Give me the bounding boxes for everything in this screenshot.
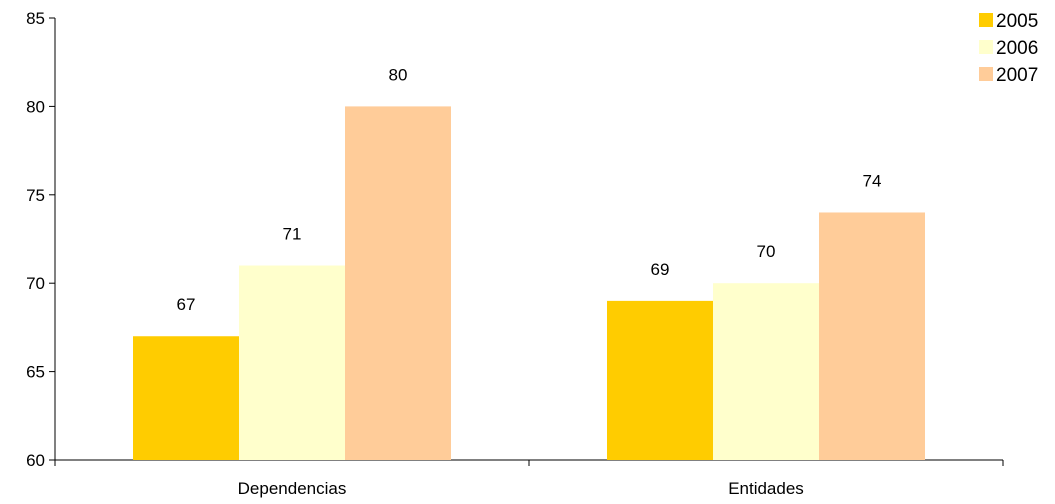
- data-label: 80: [389, 65, 408, 84]
- data-label: 69: [651, 260, 670, 279]
- bar-2007-entidades: [819, 212, 925, 460]
- bar-2005-dependencias: [133, 336, 239, 460]
- y-tick-label: 60: [26, 451, 45, 470]
- y-axis: 60 65 70 75 80 85: [26, 9, 56, 470]
- data-label: 71: [283, 225, 302, 244]
- y-tick-label: 70: [26, 274, 45, 293]
- y-tick-label: 65: [26, 363, 45, 382]
- x-axis: Dependencias Entidades: [54, 459, 1004, 498]
- y-tick-label: 85: [26, 9, 45, 28]
- bar-2006-dependencias: [239, 265, 345, 460]
- legend: 2005 2006 2007: [979, 11, 1038, 86]
- bar-2005-entidades: [607, 300, 713, 460]
- bar-2007-dependencias: [345, 106, 451, 461]
- x-category-label: Entidades: [728, 479, 804, 498]
- y-tick-label: 75: [26, 186, 45, 205]
- data-label: 74: [863, 171, 882, 190]
- data-label: 70: [757, 242, 776, 261]
- legend-label: 2005: [996, 11, 1038, 32]
- y-tick-label: 80: [26, 97, 45, 116]
- legend-swatch-2006: [979, 40, 993, 54]
- legend-label: 2006: [996, 38, 1038, 59]
- data-label: 67: [177, 295, 196, 314]
- legend-swatch-2007: [979, 67, 993, 81]
- x-category-label: Dependencias: [238, 479, 347, 498]
- legend-label: 2007: [996, 65, 1038, 86]
- bar-2006-entidades: [713, 283, 819, 460]
- legend-swatch-2005: [979, 13, 993, 27]
- data-labels: 67 71 80 69 70 74: [177, 65, 882, 314]
- bars: [133, 106, 925, 461]
